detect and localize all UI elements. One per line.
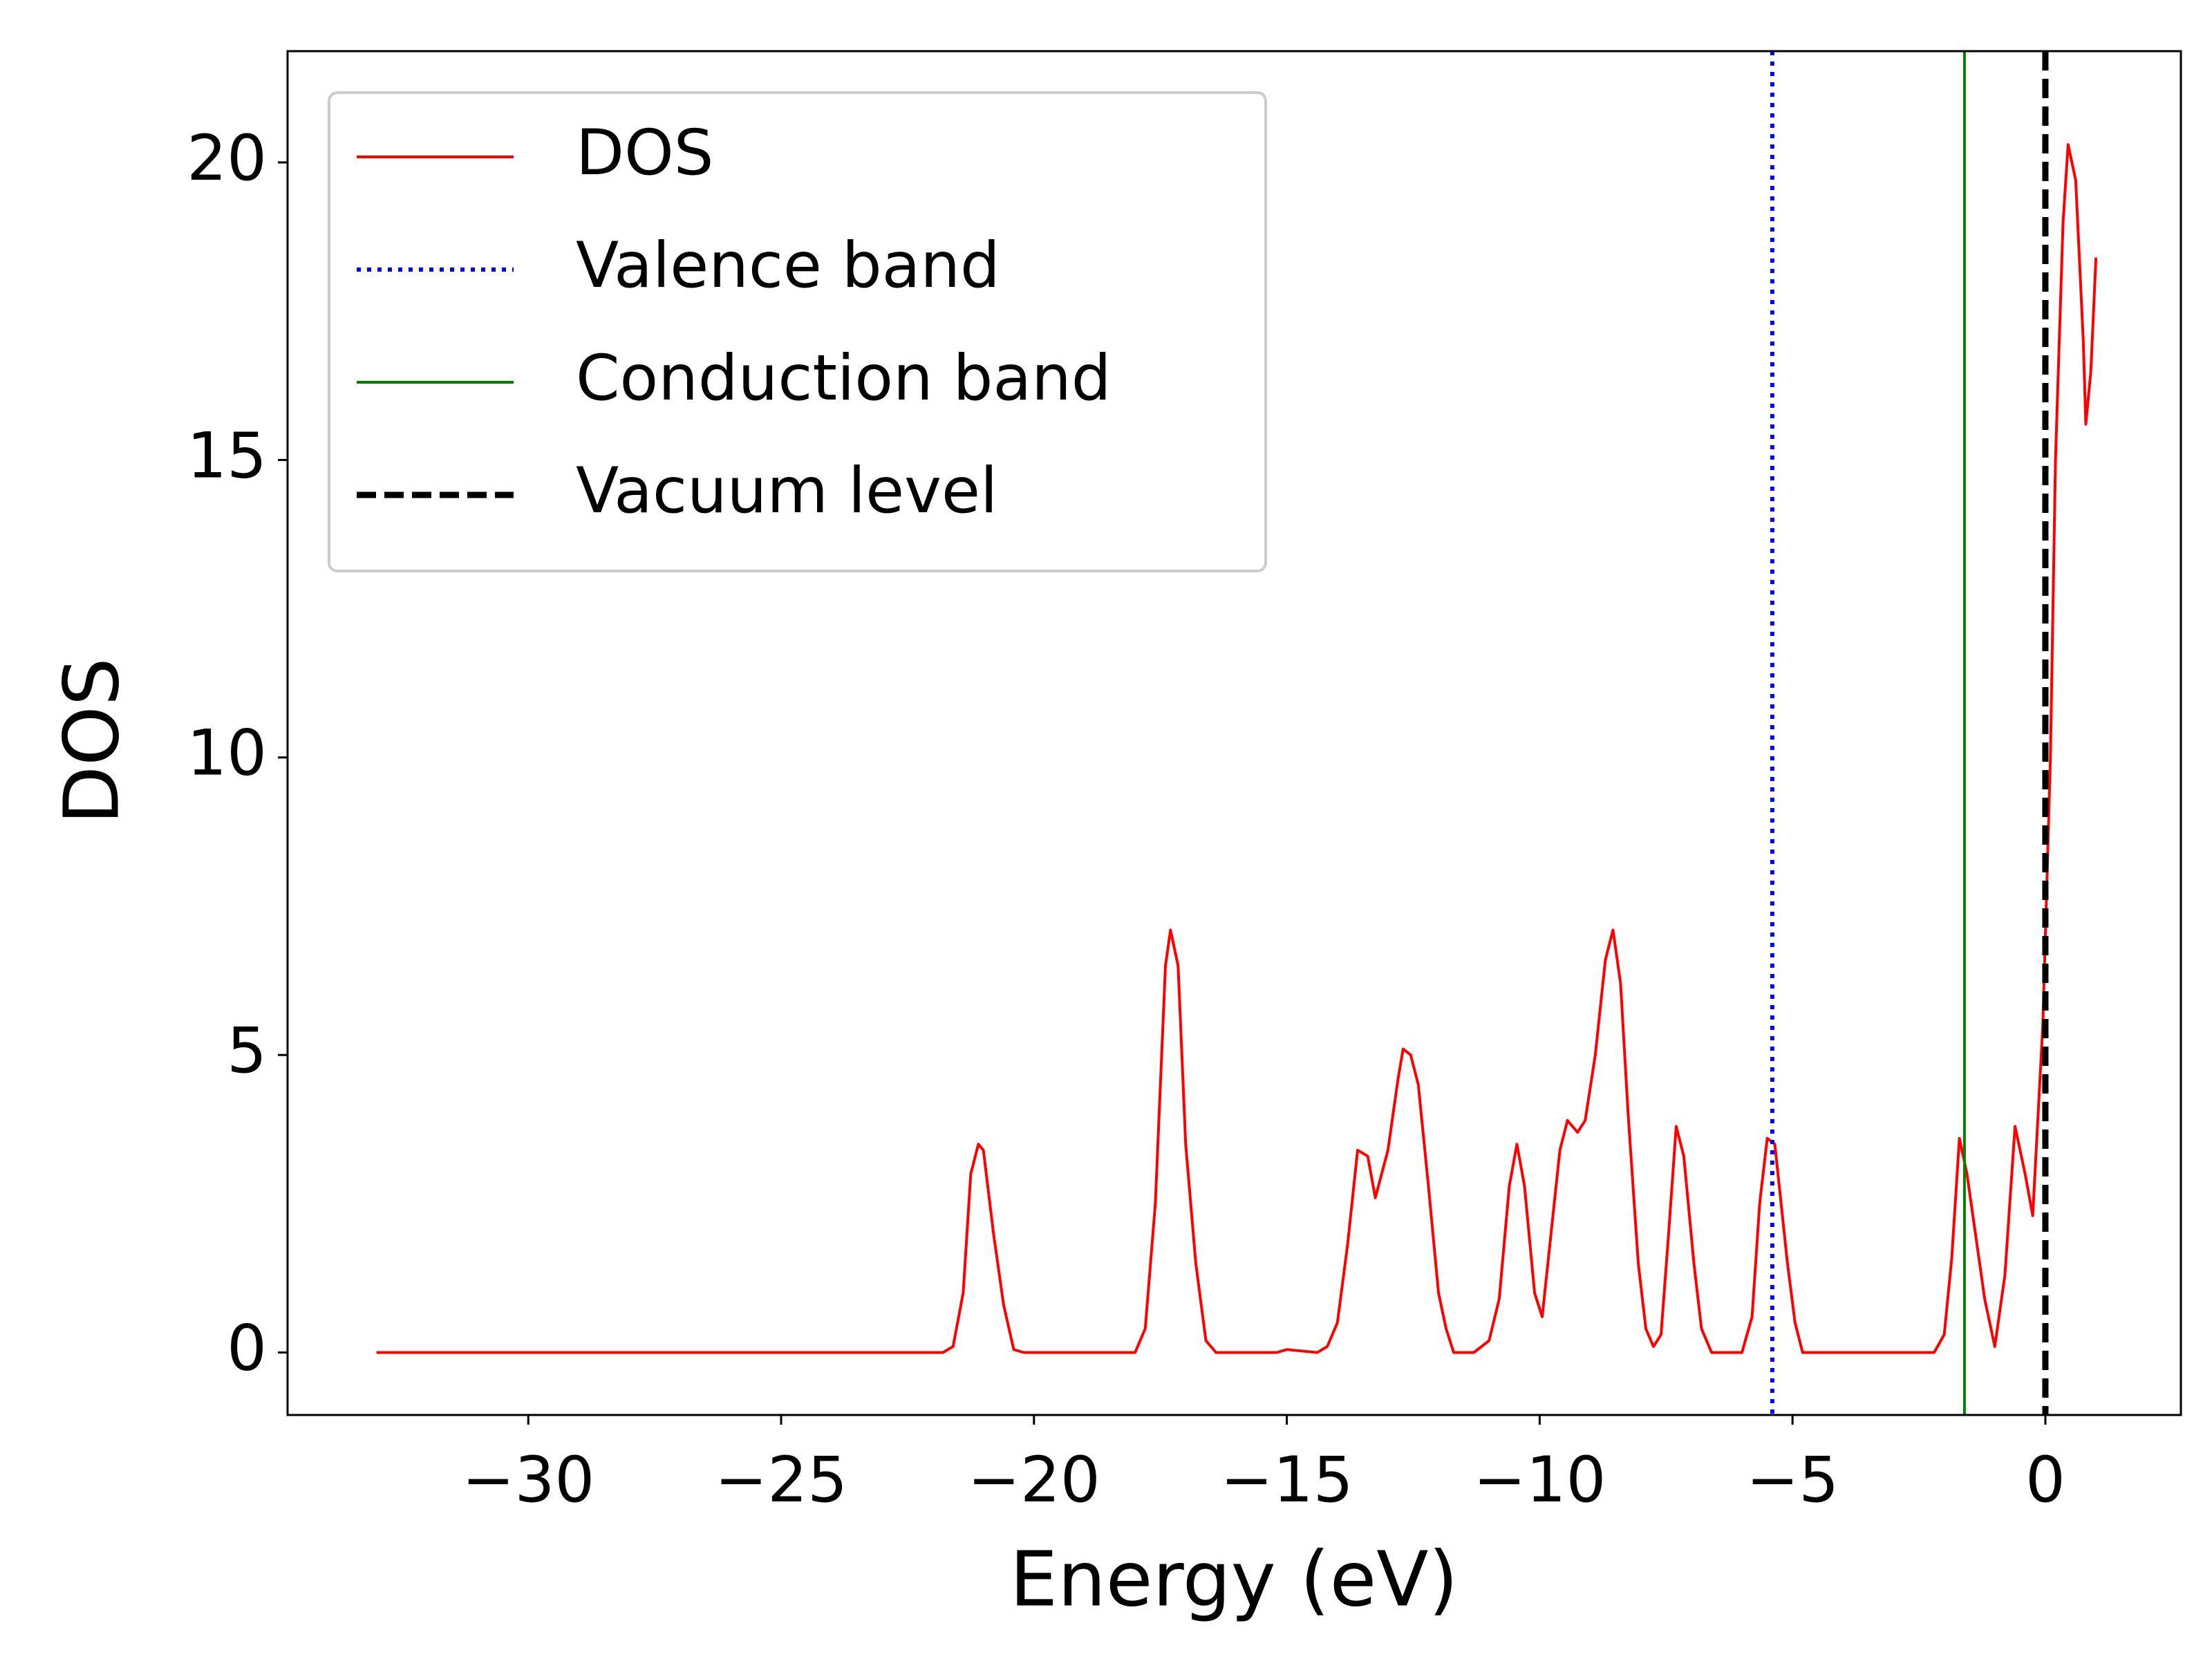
x-tick-label: −25 <box>715 1444 847 1517</box>
x-tick-label: 0 <box>2025 1444 2065 1517</box>
x-tick-label: −5 <box>1746 1444 1839 1517</box>
x-axis-label: Energy (eV) <box>1010 1535 1459 1623</box>
y-tick-label: 10 <box>187 718 267 790</box>
legend-label: Vacuum level <box>576 455 997 527</box>
dos-line <box>376 143 2098 1354</box>
legend-box <box>328 91 1267 572</box>
x-tick-label: −20 <box>968 1444 1100 1517</box>
legend-label: Conduction band <box>576 342 1112 415</box>
y-tick-label: 5 <box>227 1015 267 1087</box>
plot-frame <box>286 50 2182 1416</box>
y-axis-label: DOS <box>47 657 135 824</box>
y-tick-label: 0 <box>227 1313 267 1385</box>
x-tick-label: −30 <box>462 1444 594 1517</box>
plot-area <box>376 51 2098 1415</box>
y-tick-label: 20 <box>187 122 267 195</box>
x-tick-label: −10 <box>1473 1444 1606 1517</box>
x-tick-label: −15 <box>1221 1444 1353 1517</box>
legend-label: DOS <box>576 117 713 189</box>
y-tick-label: 15 <box>187 420 267 492</box>
legend-label: Valence band <box>576 229 1000 302</box>
